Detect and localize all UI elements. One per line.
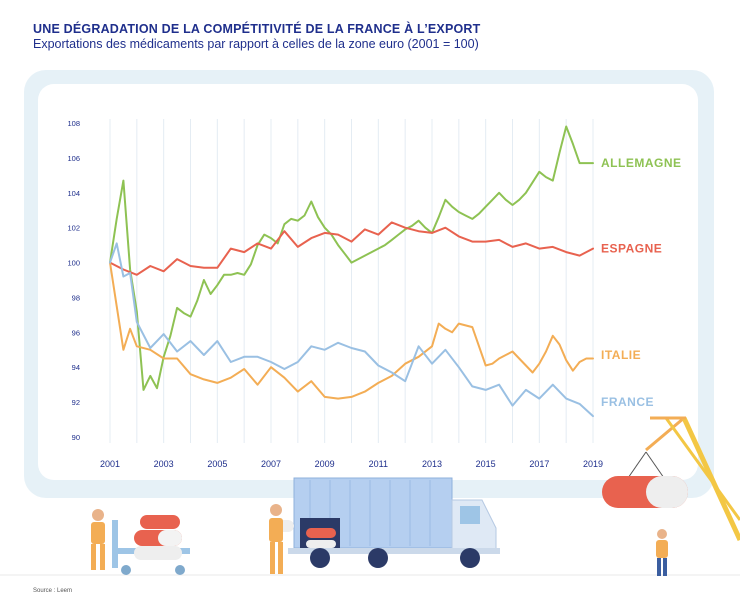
y-tick-label: 106 (67, 154, 80, 163)
y-tick-label: 102 (67, 224, 80, 233)
x-tick-label: 2015 (476, 459, 496, 469)
series-line-italie (109, 261, 594, 400)
source-note: Source : Leem (33, 588, 73, 594)
worker-trolley-illustration (91, 509, 190, 575)
chart-title: UNE DÉGRADATION DE LA COMPÉTITIVITÉ DE L… (33, 22, 481, 36)
series-line-allemagne (109, 125, 594, 391)
series-label-france: FRANCE (601, 395, 654, 409)
x-tick-label: 2009 (315, 459, 335, 469)
y-tick-label: 92 (72, 398, 80, 407)
y-tick-label: 104 (67, 189, 80, 198)
y-tick-label: 94 (72, 363, 80, 372)
x-tick-label: 2007 (261, 459, 281, 469)
y-axis: 90 92 94 96 98 100 102 104 106 108 (67, 119, 80, 442)
y-tick-label: 108 (67, 119, 80, 128)
chart-grid (109, 119, 594, 443)
series-label-allemagne: ALLEMAGNE (601, 156, 682, 170)
y-tick-label: 98 (72, 293, 80, 302)
y-tick-label: 100 (67, 259, 80, 268)
x-tick-label: 2003 (154, 459, 174, 469)
series-labels: ALLEMAGNE ESPAGNE ITALIE FRANCE (601, 156, 682, 409)
series-line-espagne (109, 221, 594, 276)
chart-subtitle: Exportations des médicaments par rapport… (33, 37, 479, 51)
x-tick-label: 2005 (207, 459, 227, 469)
y-tick-label: 96 (72, 328, 80, 337)
chart-series (109, 125, 594, 418)
series-label-italie: ITALIE (601, 348, 641, 362)
series-label-espagne: ESPAGNE (601, 242, 662, 256)
series-line-france (109, 242, 594, 418)
x-tick-label: 2013 (422, 459, 442, 469)
y-tick-label: 90 (72, 433, 80, 442)
crane-illustration (602, 416, 740, 576)
truck-illustration (269, 477, 500, 574)
chart-frame-inner (38, 84, 698, 480)
x-tick-label: 2011 (369, 459, 388, 469)
x-tick-label: 2017 (529, 459, 549, 469)
x-axis: 2001 2003 2005 2007 2009 2011 2013 2015 2017 2019 (100, 459, 603, 469)
ground (0, 574, 740, 576)
x-tick-label: 2019 (583, 459, 603, 469)
x-tick-label: 2001 (100, 459, 120, 469)
